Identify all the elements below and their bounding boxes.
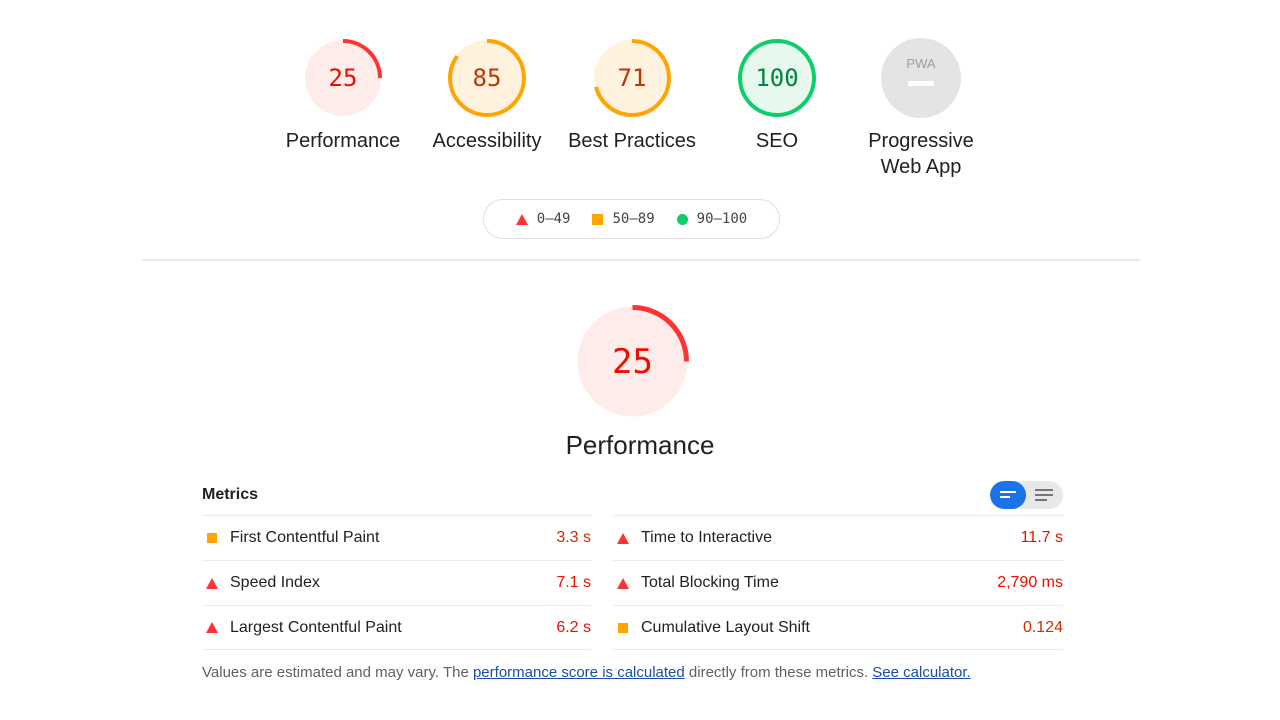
gauge-accessibility[interactable]: 85 Accessibility bbox=[412, 38, 562, 154]
legend-pass-label: 90–100 bbox=[696, 211, 748, 227]
circle-icon bbox=[676, 213, 688, 225]
metrics-view-toggle[interactable] bbox=[990, 481, 1063, 509]
expanded-list-icon bbox=[1035, 489, 1053, 501]
metric-row: Largest Contentful Paint 6.2 s bbox=[202, 605, 591, 650]
metric-value: 2,790 ms bbox=[997, 574, 1063, 591]
metrics-footnote: Values are estimated and may vary. The p… bbox=[202, 664, 971, 681]
section-divider bbox=[142, 259, 1140, 261]
gauge-score: 25 bbox=[329, 64, 358, 92]
pwa-badge-text: PWA bbox=[906, 56, 935, 71]
metric-row: Total Blocking Time 2,790 ms bbox=[613, 560, 1063, 605]
square-icon bbox=[207, 533, 217, 543]
metric-name: Largest Contentful Paint bbox=[230, 618, 402, 636]
gauge-performance[interactable]: 25 Performance bbox=[268, 38, 418, 154]
accessibility-gauge-icon: 85 bbox=[448, 39, 526, 117]
compact-view-button[interactable] bbox=[990, 481, 1026, 509]
square-icon bbox=[618, 622, 628, 633]
metrics-column-right: Time to Interactive 11.7 s Total Blockin… bbox=[613, 515, 1063, 650]
triangle-icon bbox=[617, 577, 629, 589]
score-calculated-link[interactable]: performance score is calculated bbox=[472, 664, 685, 681]
gauge-label-line1: Progressive bbox=[868, 130, 974, 152]
gauge-label: Accessibility bbox=[432, 130, 542, 152]
triangle-icon bbox=[515, 213, 528, 225]
metric-value: 3.3 s bbox=[556, 529, 591, 546]
gauge-seo[interactable]: 100 SEO bbox=[702, 38, 852, 154]
metric-row: Time to Interactive 11.7 s bbox=[613, 515, 1063, 560]
page-title: Performance bbox=[565, 430, 715, 460]
performance-main-gauge-icon: 25 bbox=[576, 305, 689, 418]
triangle-icon bbox=[206, 577, 218, 589]
triangle-icon bbox=[206, 622, 218, 633]
gauge-score: 71 bbox=[618, 64, 647, 92]
gauge-label-pwa: Progressive Web App bbox=[846, 128, 996, 180]
best-practices-gauge-icon: 71 bbox=[593, 39, 671, 117]
gauge-label-line2: Web App bbox=[880, 156, 962, 178]
gauge-best-practices[interactable]: 71 Best Practices bbox=[557, 38, 707, 154]
metrics-column-left: First Contentful Paint 3.3 s Speed Index… bbox=[202, 515, 591, 650]
footnote-text-middle: directly from these metrics. bbox=[684, 664, 873, 681]
gauge-score: 100 bbox=[755, 64, 798, 92]
compact-list-icon bbox=[1000, 491, 1016, 498]
gauge-label: Performance bbox=[285, 130, 401, 152]
triangle-icon bbox=[617, 532, 629, 544]
legend-fail-label: 0–49 bbox=[536, 211, 571, 227]
gauge-score: 85 bbox=[473, 64, 502, 92]
legend-pass: 90–100 bbox=[676, 211, 748, 227]
metric-row: First Contentful Paint 3.3 s bbox=[202, 515, 591, 560]
seo-gauge-icon: 100 bbox=[738, 39, 816, 117]
metric-value: 0.124 bbox=[1022, 618, 1063, 636]
expanded-view-button[interactable] bbox=[1026, 481, 1062, 509]
main-gauge-score: 25 bbox=[612, 342, 653, 382]
metric-name: Total Blocking Time bbox=[641, 574, 779, 591]
metric-value: 6.2 s bbox=[556, 618, 591, 636]
metric-row: Speed Index 7.1 s bbox=[202, 560, 591, 605]
see-calculator-link[interactable]: See calculator. bbox=[872, 664, 971, 681]
legend-average-label: 50–89 bbox=[612, 211, 655, 227]
metric-name: Speed Index bbox=[230, 574, 320, 591]
gauge-label: Best Practices bbox=[568, 130, 696, 152]
pwa-badge-icon: PWA bbox=[881, 38, 961, 118]
gauge-pwa[interactable]: PWA Progressive Web App bbox=[846, 38, 996, 180]
metrics-header: Metrics bbox=[202, 486, 259, 503]
performance-gauge-icon: 25 bbox=[304, 39, 382, 117]
score-legend: 0–49 50–89 90–100 bbox=[483, 199, 780, 239]
metric-row: Cumulative Layout Shift 0.124 bbox=[613, 605, 1063, 650]
footnote-text: Values are estimated and may vary. The bbox=[202, 664, 473, 681]
legend-average: 50–89 bbox=[592, 211, 655, 227]
metric-name: Time to Interactive bbox=[641, 529, 773, 546]
metric-value: 11.7 s bbox=[1020, 529, 1063, 546]
square-icon bbox=[592, 213, 604, 225]
legend-fail: 0–49 bbox=[515, 211, 571, 227]
metric-name: First Contentful Paint bbox=[230, 529, 380, 546]
metric-name: Cumulative Layout Shift bbox=[641, 618, 810, 636]
category-gauges: 25 Performance 85 Accessibility 71 Best … bbox=[0, 38, 1280, 188]
gauge-label: SEO bbox=[755, 130, 799, 152]
metric-value: 7.1 s bbox=[556, 574, 591, 591]
